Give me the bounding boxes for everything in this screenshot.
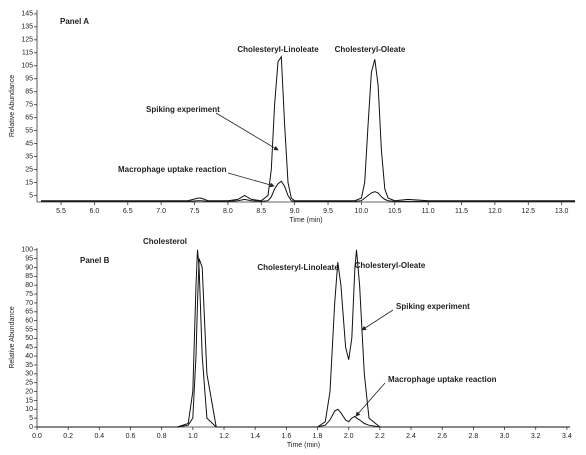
y-tick-label: 40 — [25, 353, 33, 360]
x-tick-label: 11.0 — [422, 208, 435, 215]
x-tick-label: 6.5 — [123, 208, 133, 215]
annotation-arrow — [227, 172, 275, 188]
y-tick-label: 25 — [25, 166, 33, 173]
x-tick-label: 6.0 — [90, 208, 100, 215]
y-tick-label: 70 — [25, 300, 33, 307]
x-tick-label: 8.5 — [256, 208, 266, 215]
x-axis-label: Time (min) — [287, 442, 320, 449]
x-tick-label: 0.6 — [126, 433, 136, 440]
x-tick-label: 3.4 — [562, 433, 572, 440]
panel-title: Panel B — [80, 256, 110, 265]
x-tick-label: 13.0 — [555, 208, 569, 215]
y-tick-label: 5 — [29, 415, 33, 422]
chromatogram-line — [41, 180, 575, 202]
x-tick-label: 12.5 — [521, 208, 535, 215]
chromatogram-line — [41, 55, 575, 202]
y-tick-label: 60 — [25, 318, 33, 325]
annotation-arrow — [215, 112, 279, 151]
y-tick-label: 25 — [25, 380, 33, 387]
peak-label: Cholesteryl-Oleate — [335, 45, 406, 54]
y-tick-label: 55 — [25, 127, 33, 134]
x-tick-label: 12.0 — [488, 208, 502, 215]
x-tick-label: 0.0 — [32, 433, 42, 440]
y-tick-label: 35 — [25, 153, 33, 160]
x-tick-label: 10.5 — [388, 208, 402, 215]
y-axis-label: Relative Abundance — [9, 75, 16, 137]
y-tick-label: 10 — [25, 406, 33, 413]
y-tick-label: 85 — [25, 273, 33, 280]
y-tick-label: 105 — [21, 63, 33, 70]
panel-title: Panel A — [60, 17, 89, 26]
x-tick-label: 8.0 — [223, 208, 233, 215]
y-tick-label: 95 — [25, 255, 33, 262]
x-tick-label: 2.8 — [469, 433, 479, 440]
x-tick-label: 1.2 — [219, 433, 229, 440]
x-tick-label: 0.4 — [94, 433, 104, 440]
x-tick-label: 2.6 — [437, 433, 447, 440]
y-tick-label: 30 — [25, 371, 33, 378]
x-tick-label: 3.0 — [500, 433, 510, 440]
x-tick-label: 1.0 — [188, 433, 198, 440]
x-tick-label: 10.0 — [355, 208, 369, 215]
y-tick-label: 100 — [21, 247, 33, 254]
x-tick-label: 3.2 — [531, 433, 541, 440]
y-tick-label: 145 — [21, 11, 33, 18]
annotation: Macrophage uptake reaction — [118, 165, 227, 174]
x-tick-label: 9.0 — [290, 208, 300, 215]
annotation: Macrophage uptake reaction — [388, 375, 497, 384]
peak-label: Cholesteryl-Linoleate — [257, 263, 339, 272]
x-tick-label: 0.2 — [63, 433, 73, 440]
x-axis-label: Time (min) — [289, 217, 322, 224]
x-tick-label: 1.4 — [250, 433, 260, 440]
x-tick-label: 0.8 — [157, 433, 167, 440]
annotation-arrow — [361, 309, 394, 331]
x-tick-label: 9.5 — [323, 208, 333, 215]
y-tick-label: 75 — [25, 102, 33, 109]
peak-label: Cholesteryl-Oleate — [355, 261, 426, 270]
y-tick-label: 80 — [25, 282, 33, 289]
x-tick-label: 1.6 — [281, 433, 291, 440]
x-tick-label: 11.5 — [455, 208, 468, 215]
y-tick-label: 0 — [29, 424, 33, 431]
chromatogram-line — [37, 258, 570, 428]
annotation-arrow — [355, 382, 386, 417]
x-tick-label: 7.5 — [190, 208, 200, 215]
x-tick-label: 2.4 — [406, 433, 416, 440]
annotation: Spiking experiment — [396, 302, 470, 311]
x-tick-label: 1.8 — [313, 433, 323, 440]
y-tick-label: 15 — [25, 179, 33, 186]
peak-label: Cholesteryl-Linoleate — [237, 45, 319, 54]
x-tick-label: 2.2 — [375, 433, 385, 440]
y-tick-label: 115 — [22, 50, 33, 57]
annotation: Spiking experiment — [146, 105, 220, 114]
y-tick-label: 45 — [25, 344, 33, 351]
y-tick-label: 65 — [25, 309, 33, 316]
y-axis-label: Relative Abundance — [9, 306, 16, 368]
y-tick-label: 15 — [25, 397, 33, 404]
y-tick-label: 125 — [21, 37, 33, 44]
y-tick-label: 65 — [25, 115, 33, 122]
y-tick-label: 35 — [25, 362, 33, 369]
x-tick-label: 5.5 — [56, 208, 66, 215]
y-tick-label: 55 — [25, 326, 33, 333]
x-tick-label: 2.0 — [344, 433, 354, 440]
y-tick-label: 45 — [25, 140, 33, 147]
y-tick-label: 95 — [25, 76, 33, 83]
y-tick-label: 50 — [25, 335, 33, 342]
y-tick-label: 90 — [25, 264, 33, 271]
x-tick-label: 7.0 — [156, 208, 166, 215]
y-tick-label: 20 — [25, 388, 33, 395]
chromatogram-line — [37, 249, 570, 428]
y-tick-label: 75 — [25, 291, 33, 298]
peak-label: Cholesterol — [143, 237, 187, 246]
y-tick-label: 135 — [21, 24, 33, 31]
y-tick-label: 5 — [29, 192, 33, 199]
y-tick-label: 85 — [25, 89, 33, 96]
